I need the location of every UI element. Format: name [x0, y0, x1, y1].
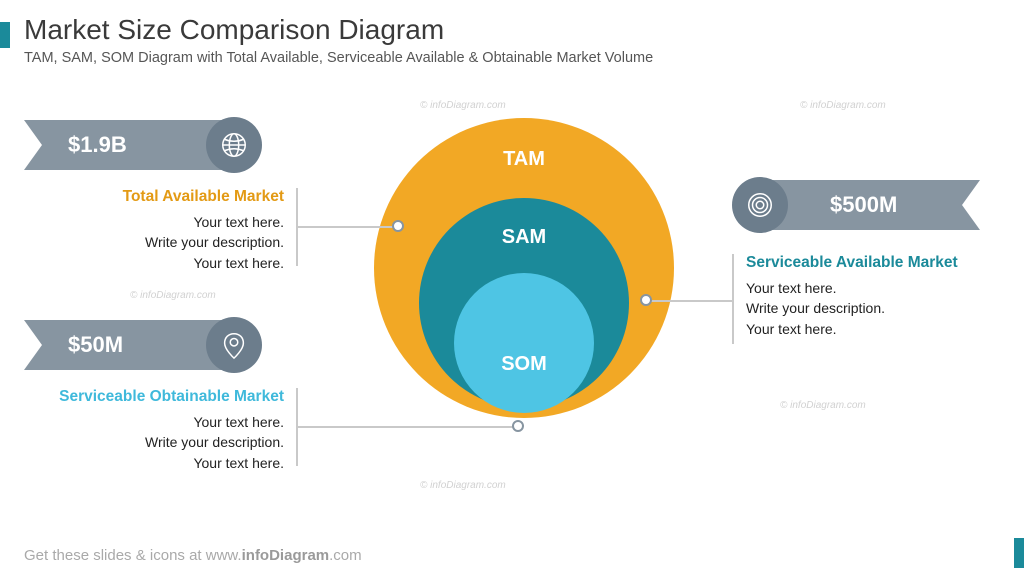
tam-value: $1.9B	[68, 132, 127, 158]
sam-text-block: Serviceable Available Market Your text h…	[746, 254, 1006, 339]
sam-value: $500M	[830, 192, 897, 218]
ribbon-notch	[24, 320, 42, 370]
watermark: © infoDiagram.com	[420, 480, 506, 491]
tam-label: TAM	[503, 148, 545, 171]
sam-label: SAM	[502, 226, 546, 249]
sam-rule	[732, 254, 734, 344]
sam-body: Your text here.Write your description.Yo…	[746, 278, 1006, 339]
target-icon	[732, 177, 788, 233]
sam-dot	[640, 294, 652, 306]
som-value: $50M	[68, 332, 123, 358]
sam-heading: Serviceable Available Market	[746, 254, 1006, 272]
sam-ribbon: $500M	[760, 180, 980, 230]
pin-icon	[206, 317, 262, 373]
watermark: © infoDiagram.com	[420, 100, 506, 111]
ribbon-notch	[24, 120, 42, 170]
som-dot	[512, 420, 524, 432]
accent-bar-right	[1014, 538, 1024, 568]
watermark: © infoDiagram.com	[800, 100, 886, 111]
som-text-block: Serviceable Obtainable Market Your text …	[24, 388, 284, 473]
footer-bold: infoDiagram	[242, 547, 330, 564]
tam-connector	[296, 226, 396, 228]
som-heading: Serviceable Obtainable Market	[24, 388, 284, 406]
tam-text-block: Total Available Market Your text here.Wr…	[24, 188, 284, 273]
watermark: © infoDiagram.com	[130, 290, 216, 301]
som-connector	[296, 426, 514, 428]
page-title: Market Size Comparison Diagram	[24, 14, 444, 46]
tam-body: Your text here.Write your description.Yo…	[24, 212, 284, 273]
som-ribbon: $50M	[24, 320, 234, 370]
accent-bar-left	[0, 22, 10, 48]
tam-sam-som-circles: TAM SAM SOM	[374, 118, 674, 418]
sam-connector	[648, 300, 732, 302]
som-body: Your text here.Write your description.Yo…	[24, 412, 284, 473]
footer-suffix: .com	[329, 547, 362, 564]
page-subtitle: TAM, SAM, SOM Diagram with Total Availab…	[24, 50, 653, 66]
watermark: © infoDiagram.com	[780, 400, 866, 411]
som-label: SOM	[501, 353, 547, 376]
globe-icon	[206, 117, 262, 173]
footer-prefix: Get these slides & icons at www.	[24, 547, 242, 564]
tam-heading: Total Available Market	[24, 188, 284, 206]
ribbon-notch	[962, 180, 980, 230]
footer-attribution: Get these slides & icons at www.infoDiag…	[24, 547, 362, 564]
tam-dot	[392, 220, 404, 232]
tam-ribbon: $1.9B	[24, 120, 234, 170]
som-circle: SOM	[454, 273, 594, 413]
